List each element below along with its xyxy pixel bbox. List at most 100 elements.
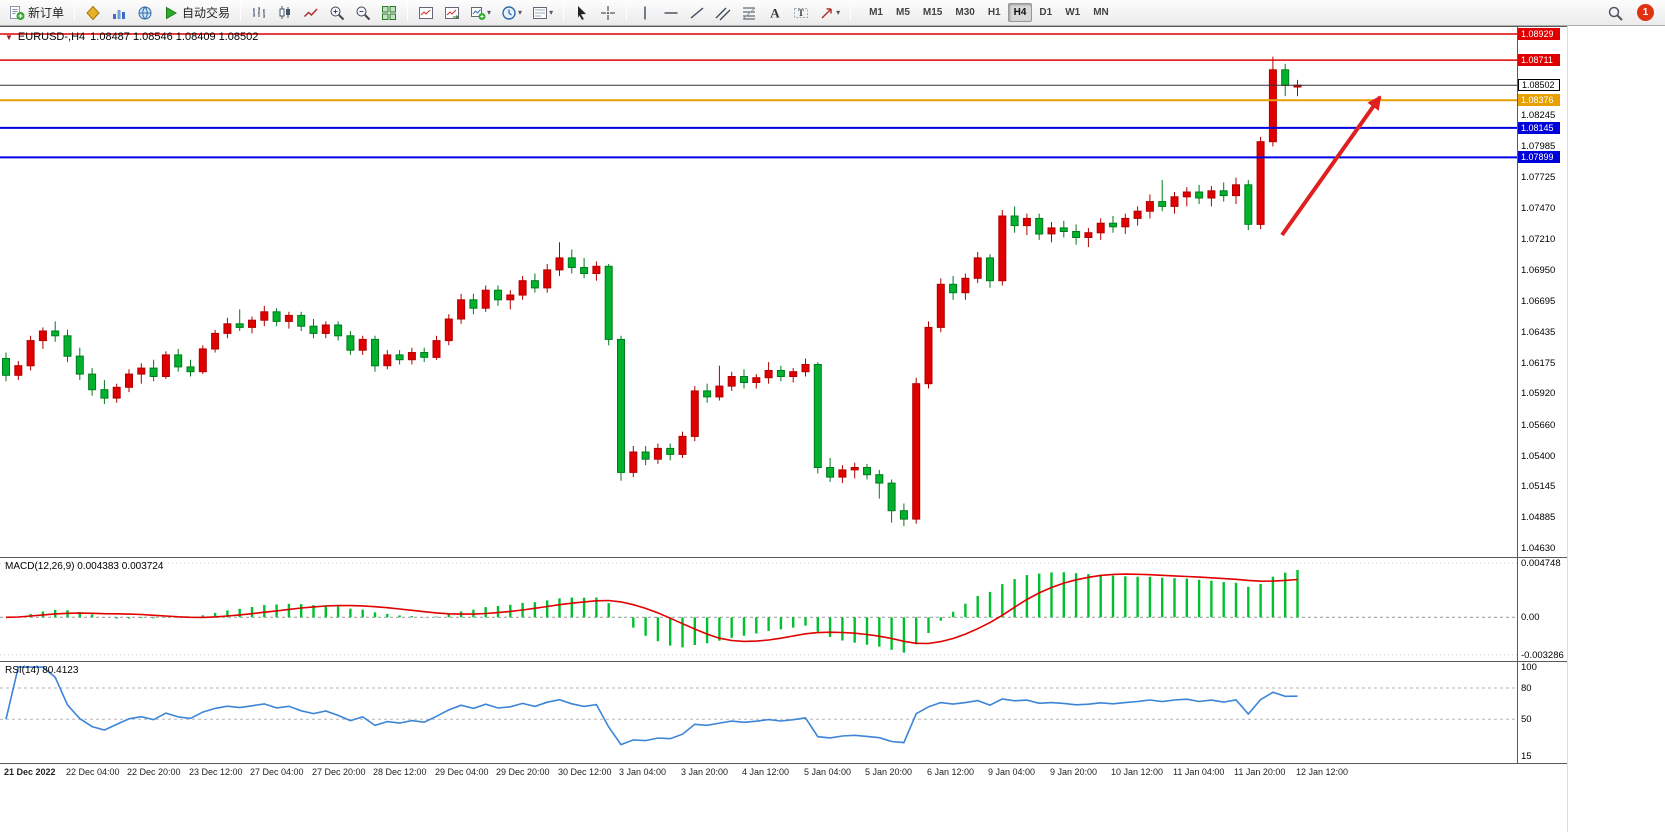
timeframe-M5[interactable]: M5	[896, 7, 910, 18]
price-tick: 1.04630	[1521, 543, 1556, 554]
price-tick: 1.07470	[1521, 203, 1556, 214]
toolbar-separator	[626, 4, 628, 21]
macd-axis[interactable]: 0.004748 0.00 -0.003286	[1518, 558, 1566, 661]
price-badge: 1.07899	[1518, 151, 1560, 163]
price-tick: 1.06435	[1521, 327, 1556, 338]
channel-tool-button[interactable]	[711, 2, 735, 24]
toolbar-separator	[407, 4, 409, 21]
timeframe-H4[interactable]: H4	[1007, 3, 1033, 22]
price-badge: 1.08376	[1518, 94, 1560, 106]
search-icon	[1608, 6, 1623, 21]
price-tick: 1.07210	[1521, 234, 1556, 245]
price-tick: 1.04885	[1521, 512, 1556, 523]
macd-chart	[0, 562, 1517, 656]
price-tick: 1.05660	[1521, 420, 1556, 431]
notification-badge[interactable]: 1	[1637, 4, 1654, 21]
search-button[interactable]	[1603, 2, 1627, 24]
price-tick: 1.06950	[1521, 265, 1556, 276]
time-label: 27 Dec 04:00	[250, 767, 304, 777]
price-tick: 1.06695	[1521, 296, 1556, 307]
trendline-tool-button[interactable]	[685, 2, 709, 24]
bar-chart-icon	[253, 6, 266, 18]
svg-text:A: A	[770, 5, 780, 20]
toolbar-separator	[240, 4, 242, 21]
line-chart-mode-button[interactable]	[299, 2, 323, 24]
indicator-window-button-1[interactable]	[414, 2, 438, 24]
chart-template-button[interactable]: ▾	[528, 2, 557, 24]
navigator-button[interactable]	[133, 2, 157, 24]
tile-windows-button[interactable]	[377, 2, 401, 24]
fibonacci-tool-button[interactable]	[737, 2, 761, 24]
fibonacci-icon	[742, 7, 756, 19]
price-badge: 1.08929	[1518, 28, 1560, 40]
indicator-window-button-2[interactable]	[440, 2, 464, 24]
add-indicator-button[interactable]: ▾	[466, 2, 495, 24]
timeframe-M1[interactable]: M1	[869, 7, 883, 18]
candlestick-mode-button[interactable]	[273, 2, 297, 24]
vertical-line-tool-button[interactable]	[633, 2, 657, 24]
crosshair-icon	[601, 5, 616, 20]
tile-windows-icon	[382, 5, 397, 20]
time-label: 6 Jan 12:00	[927, 767, 975, 777]
timeframe-W1[interactable]: W1	[1065, 7, 1081, 18]
indicator-subwindow-icon	[419, 6, 434, 19]
rsi-axis-label: 15	[1521, 751, 1532, 762]
bar-chart-mode-button[interactable]	[247, 2, 271, 24]
candlestick-chart	[0, 33, 1517, 527]
time-label: 23 Dec 12:00	[189, 767, 243, 777]
zoom-in-button[interactable]	[325, 2, 349, 24]
cursor-tool-button[interactable]	[570, 2, 594, 24]
time-label: 5 Jan 04:00	[804, 767, 852, 777]
indicator-subwindow-arrow-icon	[445, 6, 460, 19]
horizontal-line-tool-button[interactable]	[659, 2, 683, 24]
price-tick: 1.05920	[1521, 388, 1556, 399]
data-window-icon	[113, 9, 126, 19]
subwindow-collapse-icon[interactable]: ▼	[5, 32, 13, 42]
crosshair-tool-button[interactable]	[596, 2, 620, 24]
time-label: 27 Dec 20:00	[312, 767, 366, 777]
market-watch-button[interactable]	[81, 2, 105, 24]
price-axis[interactable]: 1.08245 1.07985 1.07725 1.07470 1.07210 1.069…	[1518, 27, 1566, 557]
time-label: 5 Jan 20:00	[865, 767, 913, 777]
workspace: ▼ EURUSD-,H4 1.08487 1.08546 1.08409 1.0…	[0, 26, 1665, 832]
horizontal-line-icon	[664, 11, 678, 14]
label-tool-button[interactable]: T	[789, 2, 813, 24]
rsi-axis-label: 50	[1521, 714, 1532, 725]
price-tick: 1.07725	[1521, 172, 1556, 183]
ohlc-values: 1.08487 1.08546 1.08409 1.08502	[90, 31, 259, 43]
timeframe-D1[interactable]: D1	[1039, 7, 1053, 18]
rsi-axis[interactable]: 100 80 50 15	[1518, 662, 1566, 763]
zoom-out-button[interactable]	[351, 2, 375, 24]
text-tool-button[interactable]: A	[763, 2, 787, 24]
rsi-axis-label: 80	[1521, 683, 1532, 694]
cursor-icon	[578, 5, 587, 20]
macd-axis-label: -0.003286	[1521, 650, 1564, 661]
data-window-button[interactable]	[107, 2, 131, 24]
text-label-icon: T	[794, 7, 809, 18]
rsi-plot-area[interactable]: RSI(14) 80.4123	[0, 662, 1518, 763]
time-label: 11 Jan 04:00	[1173, 767, 1225, 777]
timeframe-M30[interactable]: M30	[955, 7, 975, 18]
time-label: 28 Dec 12:00	[373, 767, 427, 777]
price-plot-area[interactable]: ▼ EURUSD-,H4 1.08487 1.08546 1.08409 1.0…	[0, 27, 1518, 557]
timeframe-MN[interactable]: MN	[1093, 7, 1109, 18]
line-chart-icon	[304, 7, 318, 17]
new-order-button[interactable]: 新订单	[5, 2, 68, 24]
rsi-axis-label: 100	[1521, 662, 1537, 673]
rsi-chart	[0, 666, 1517, 746]
time-label: 12 Jan 12:00	[1296, 767, 1349, 777]
period-button[interactable]: ▾	[497, 2, 526, 24]
macd-plot-area[interactable]: MACD(12,26,9) 0.004383 0.003724	[0, 558, 1518, 661]
price-tick: 1.05145	[1521, 481, 1556, 492]
timeframe-H1[interactable]: H1	[987, 7, 1001, 18]
time-label: 3 Jan 04:00	[619, 767, 667, 777]
price-badge: 1.08502	[1518, 79, 1560, 91]
time-label: 4 Jan 12:00	[742, 767, 790, 777]
arrows-tool-button[interactable]: ▾	[815, 2, 844, 24]
symbol-name: EURUSD-,H4	[17, 31, 86, 43]
text-icon: A	[770, 5, 780, 20]
timeframe-M15[interactable]: M15	[922, 7, 943, 18]
auto-trading-button[interactable]: 自动交易	[159, 2, 234, 24]
annotation-arrow	[1280, 95, 1382, 237]
time-axis[interactable]: 21 Dec 2022 22 Dec 04:00 22 Dec 20:00 23 De…	[0, 763, 1567, 781]
